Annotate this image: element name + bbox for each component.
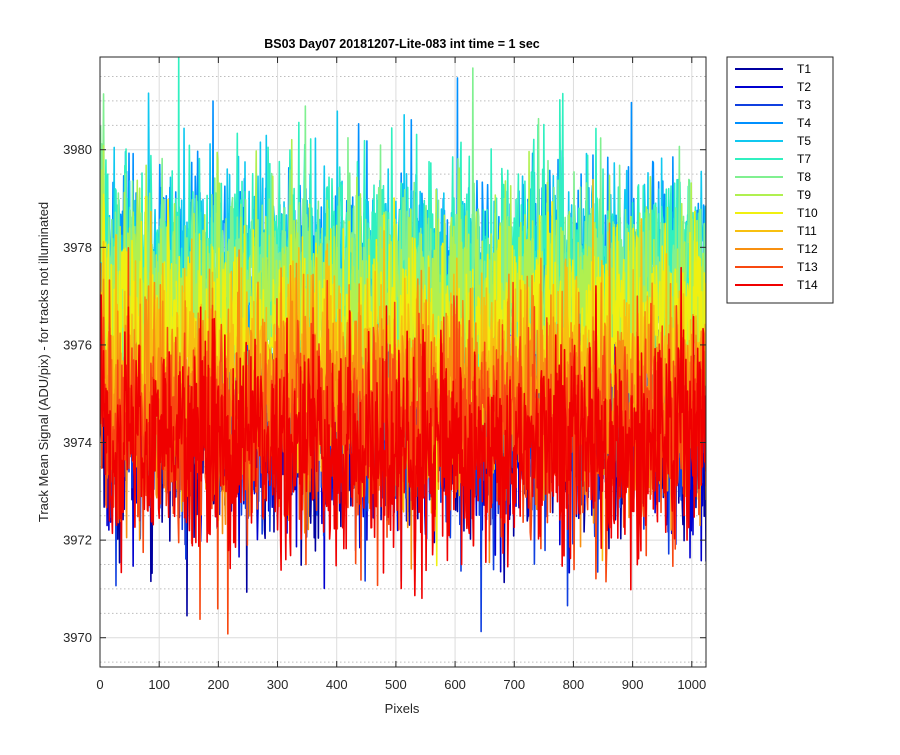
legend-label-t10: T10 <box>797 206 818 220</box>
x-tick-label: 0 <box>96 677 103 692</box>
legend-label-t8: T8 <box>797 170 811 184</box>
x-tick-label: 400 <box>326 677 348 692</box>
legend-label-t9: T9 <box>797 188 811 202</box>
plot-area: 0 100 200 300 400 500 600 700 800 900 1000 3970 3972… <box>63 56 707 692</box>
axes-box <box>99 56 707 668</box>
series-line-t14 <box>100 266 706 600</box>
series-group <box>100 57 706 635</box>
legend-label-t4: T4 <box>797 116 811 130</box>
x-tick-label: 1000 <box>677 677 706 692</box>
legend-label-t11: T11 <box>797 224 817 238</box>
legend-box <box>726 56 834 304</box>
y-tick-label: 3970 <box>63 630 92 645</box>
legend-label-t12: T12 <box>797 242 818 256</box>
legend-label-t3: T3 <box>797 98 811 112</box>
x-tick-label: 100 <box>148 677 170 692</box>
x-tick-label: 500 <box>385 677 407 692</box>
x-tick-label: 700 <box>503 677 525 692</box>
y-tick-label: 3978 <box>63 240 92 255</box>
legend-label-t7: T7 <box>797 152 811 166</box>
x-tick-label: 200 <box>208 677 230 692</box>
legend-label-t14: T14 <box>797 278 818 292</box>
legend-label-t13: T13 <box>797 260 818 274</box>
x-tick-label: 300 <box>267 677 289 692</box>
legend-label-t1: T1 <box>797 62 811 76</box>
y-tick-label: 3974 <box>63 435 92 450</box>
y-tick-label: 3972 <box>63 533 92 548</box>
y-axis-label: Track Mean Signal (ADU/pix) - for tracks… <box>36 202 51 522</box>
legend-label-t2: T2 <box>797 80 811 94</box>
x-tick-label: 900 <box>622 677 644 692</box>
y-tick-label: 3980 <box>63 142 92 157</box>
y-tick-label: 3976 <box>63 337 92 352</box>
x-tick-label: 600 <box>444 677 466 692</box>
legend-label-t5: T5 <box>797 134 811 148</box>
legend: T1 T2 T3 T4 T5 T7 T8 T9 T10 T11 T12 T13 T14 <box>726 56 834 304</box>
x-axis-label: Pixels <box>385 701 420 716</box>
x-tick-label: 800 <box>563 677 585 692</box>
chart-title: BS03 Day07 20181207-Lite-083 int time = … <box>264 37 540 51</box>
